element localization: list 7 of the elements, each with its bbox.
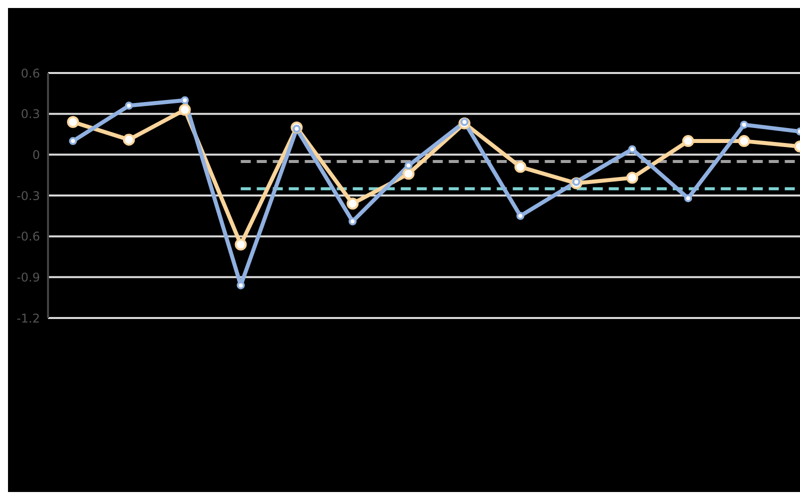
y-tick-label: 0.6 xyxy=(20,66,40,80)
y-tick-label: 0.3 xyxy=(20,107,40,122)
y-tick-label: -0.9 xyxy=(16,270,40,284)
y-tick-label: -1.2 xyxy=(16,311,40,326)
y-tick-label: -0.6 xyxy=(16,230,40,244)
y-tick-label: 0 xyxy=(32,148,40,162)
y-tick-label: -0.3 xyxy=(16,188,40,203)
